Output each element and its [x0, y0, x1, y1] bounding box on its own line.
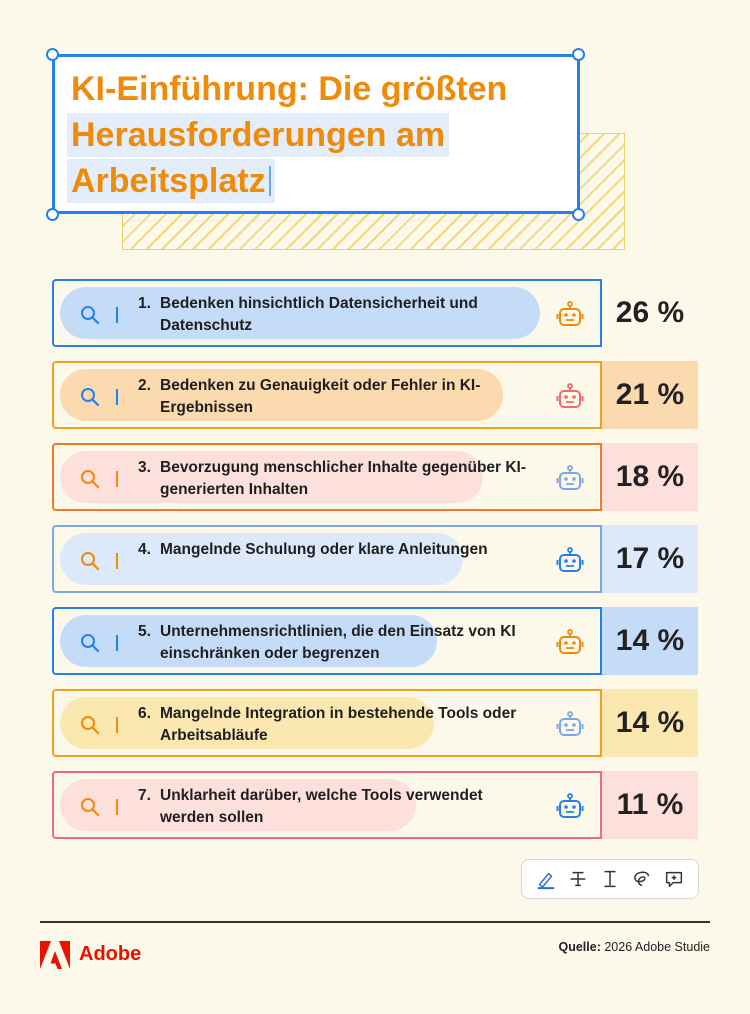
search-icon — [81, 470, 100, 489]
row-label: Bedenken zu Genauigkeit oder Fehler in K… — [160, 377, 481, 416]
pen-icon[interactable] — [535, 868, 557, 890]
resize-handle-top-right[interactable] — [572, 48, 585, 61]
text-cursor-icon[interactable] — [599, 868, 621, 890]
row-percentage: 14 % — [600, 607, 698, 675]
search-icon — [81, 798, 100, 817]
challenge-search-pill — [60, 533, 463, 585]
row-label: Mangelnde Schulung oder klare Anleitunge… — [160, 541, 488, 558]
challenge-search-pill — [60, 615, 437, 667]
row-percentage: 21 % — [600, 361, 698, 429]
robot-icon — [556, 547, 584, 572]
row-rank: 7. — [138, 787, 151, 804]
challenge-search-pill — [60, 779, 416, 831]
row-rank: 4. — [138, 541, 151, 558]
challenge-row[interactable]: 2. Bedenken zu Genauigkeit oder Fehler in… — [52, 361, 698, 429]
title-line-1: KI-Einführung: Die größten — [67, 67, 512, 111]
search-icon — [81, 552, 100, 571]
row-label: Bevorzugung menschlicher Inhalte gegenüb… — [160, 459, 527, 498]
row-label: Bedenken hinsichtlich Datensicherheit un… — [160, 295, 478, 334]
text-cursor-bar — [116, 717, 118, 733]
footer-divider — [40, 921, 710, 923]
text-cursor-bar — [116, 307, 118, 323]
row-label: Unternehmensrichtlinien, die den Einsatz… — [160, 623, 516, 662]
text-cursor-bar — [116, 635, 118, 651]
row-label: Mangelnde Integration in bestehende Tool… — [160, 705, 517, 744]
robot-icon — [556, 793, 584, 818]
challenge-row[interactable]: 1. Bedenken hinsichtlich Datensicherheit … — [52, 279, 698, 347]
source-note: Quelle: 2026 Adobe Studie — [558, 940, 710, 954]
title-text-box[interactable]: KI-Einführung: Die größten Herausforderu… — [52, 54, 580, 214]
row-rank: 6. — [138, 705, 151, 722]
robot-icon — [556, 465, 584, 490]
challenge-search-pill — [60, 287, 540, 339]
source-label: Quelle: — [558, 940, 601, 954]
challenge-search-pill — [60, 451, 483, 503]
challenge-row[interactable]: 4. Mangelnde Schulung oder klare Anleitun… — [52, 525, 698, 593]
challenge-row[interactable]: 7. Unklarheit darüber, welche Tools verwe… — [52, 771, 698, 839]
annotation-toolbar — [521, 859, 699, 899]
text-cursor-bar — [116, 553, 118, 569]
robot-icon — [556, 629, 584, 654]
row-percentage: 18 % — [600, 443, 698, 511]
search-icon — [81, 716, 100, 735]
challenge-row[interactable]: 5. Unternehmensrichtlinien, die den Einsa… — [52, 607, 698, 675]
row-percentage: 14 % — [600, 689, 698, 757]
search-icon — [81, 634, 100, 653]
source-text: 2026 Adobe Studie — [604, 940, 710, 954]
title-line-2: Herausforderungen am — [67, 113, 450, 157]
lasso-icon[interactable] — [631, 868, 653, 890]
resize-handle-bottom-left[interactable] — [46, 208, 59, 221]
challenge-search-pill — [60, 369, 503, 421]
text-cursor-bar — [116, 389, 118, 405]
challenge-search-pill — [60, 697, 434, 749]
title-line-3: Arbeitsplatz — [67, 159, 275, 203]
row-percentage: 11 % — [600, 771, 698, 839]
challenge-row[interactable]: 6. Mangelnde Integration in bestehende To… — [52, 689, 698, 757]
robot-icon — [556, 711, 584, 736]
robot-icon — [556, 383, 584, 408]
comment-add-icon[interactable] — [663, 868, 685, 890]
search-icon — [81, 388, 100, 407]
row-rank: 3. — [138, 459, 151, 476]
text-cursor-bar — [116, 799, 118, 815]
challenge-row[interactable]: 3. Bevorzugung menschlicher Inhalte gegen… — [52, 443, 698, 511]
adobe-logo-icon[interactable] — [40, 941, 70, 969]
row-percentage: 26 % — [600, 279, 698, 347]
text-caret — [268, 166, 271, 196]
adobe-wordmark[interactable]: Adobe — [79, 943, 142, 965]
search-icon — [81, 306, 100, 325]
row-rank: 5. — [138, 623, 151, 640]
row-rank: 1. — [138, 295, 151, 312]
row-percentage: 17 % — [600, 525, 698, 593]
row-rank: 2. — [138, 377, 151, 394]
strikethrough-icon[interactable] — [567, 868, 589, 890]
resize-handle-bottom-right[interactable] — [572, 208, 585, 221]
robot-icon — [556, 301, 584, 326]
resize-handle-top-left[interactable] — [46, 48, 59, 61]
row-label: Unklarheit darüber, welche Tools verwend… — [160, 787, 483, 826]
text-cursor-bar — [116, 471, 118, 487]
